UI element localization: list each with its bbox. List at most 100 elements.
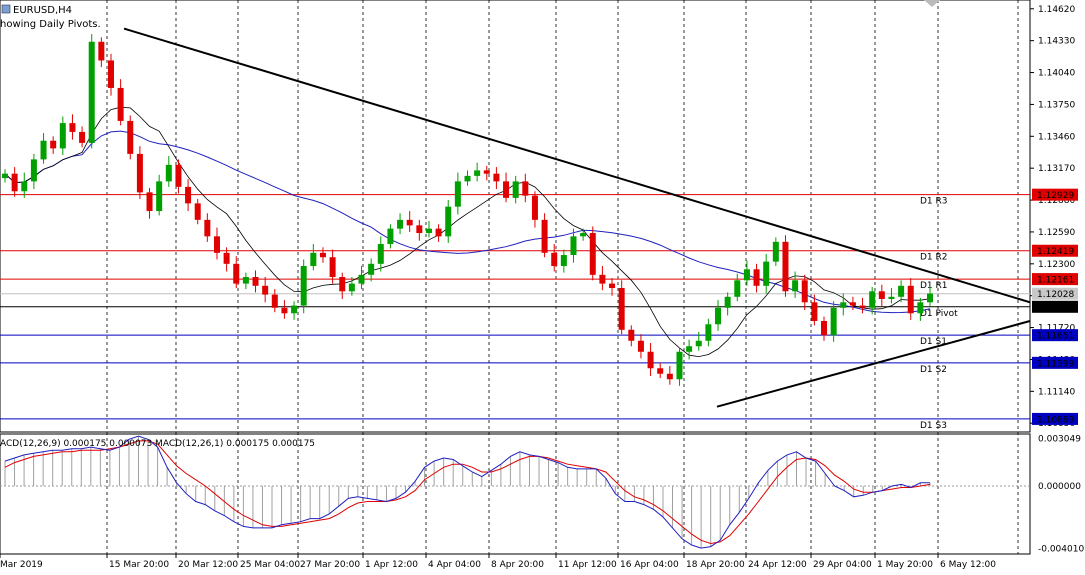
slow-ma-line bbox=[4, 130, 931, 314]
time-tick-label: 24 Apr 12:00 bbox=[748, 560, 807, 570]
bull-candle bbox=[291, 305, 298, 314]
time-axis: Mar 2019 15 Mar 20:00 20 Mar 12:00 25 Mar 0… bbox=[0, 554, 996, 570]
symbol-icon bbox=[1, 4, 11, 14]
bull-candle bbox=[917, 302, 924, 314]
pivot-label: D1 R1 bbox=[920, 281, 948, 291]
bear-candle bbox=[599, 274, 606, 284]
bear-candle bbox=[782, 241, 789, 292]
bull-candle bbox=[695, 340, 702, 347]
pivot-label: D1 S1 bbox=[920, 337, 947, 347]
bear-candle bbox=[666, 373, 673, 380]
price-tick-label: 1.14620 bbox=[1038, 5, 1075, 15]
bear-candle bbox=[117, 87, 124, 121]
bear-candle bbox=[531, 195, 538, 220]
scroll-arrow-icon[interactable] bbox=[924, 0, 940, 7]
trendlines[interactable] bbox=[123, 27, 1031, 408]
current-price-label: 1.12028 bbox=[1037, 290, 1074, 300]
bear-candle bbox=[175, 164, 182, 187]
bear-candle bbox=[281, 307, 288, 314]
price-tick-label: 1.13170 bbox=[1038, 164, 1075, 174]
bull-candle bbox=[454, 181, 461, 207]
rising-support-trendline[interactable] bbox=[716, 320, 1031, 408]
bull-candle bbox=[30, 159, 37, 182]
price-tick-label: 1.12590 bbox=[1038, 228, 1075, 238]
bear-candle bbox=[647, 351, 654, 369]
price-tick-label: 1.13460 bbox=[1038, 132, 1075, 142]
bear-candle bbox=[541, 219, 548, 253]
bull-candle bbox=[705, 324, 712, 341]
fast-ma-line bbox=[4, 106, 931, 358]
price-tick-label: 1.13750 bbox=[1038, 100, 1075, 110]
bear-candle bbox=[811, 302, 818, 321]
bear-candle bbox=[262, 285, 269, 295]
bear-candle bbox=[252, 277, 259, 286]
price-tag bbox=[1032, 356, 1078, 369]
bear-candle bbox=[859, 305, 866, 308]
time-tick-label: 6 May 12:00 bbox=[940, 560, 996, 570]
bear-candle bbox=[233, 263, 240, 284]
price-tick-label: 1.11140 bbox=[1038, 387, 1075, 397]
bull-candle bbox=[377, 244, 384, 264]
bull-candle bbox=[300, 266, 307, 306]
pivot-label: D1 R2 bbox=[920, 253, 948, 263]
bear-candle bbox=[416, 225, 423, 234]
bear-candle bbox=[319, 252, 326, 258]
bear-candle bbox=[753, 269, 760, 286]
price-tag bbox=[1032, 329, 1078, 342]
bull-candle bbox=[715, 307, 722, 325]
bull-candle bbox=[772, 241, 779, 262]
bull-candle bbox=[310, 252, 317, 267]
bull-candle bbox=[792, 280, 799, 292]
bear-candle bbox=[223, 252, 230, 264]
bull-candle bbox=[474, 170, 481, 176]
time-tick-label: 1 Apr 12:00 bbox=[365, 560, 418, 570]
bear-candle bbox=[801, 280, 808, 303]
bull-candle bbox=[348, 283, 355, 292]
macd-signal-line bbox=[4, 440, 931, 545]
bull-candle bbox=[242, 277, 249, 284]
bull-candle bbox=[387, 228, 394, 245]
pivot-label: D1 Pivot bbox=[920, 309, 958, 319]
pivot-levels: D1 R3 D1 R2 D1 R1 D1 Pivot D1 S1 D1 S2 D1 S3 bbox=[0, 194, 1030, 431]
bull-candle bbox=[898, 285, 905, 297]
macd-tick-label: -0.004010 bbox=[1038, 544, 1084, 554]
bull-candle bbox=[165, 164, 172, 182]
bear-candle bbox=[194, 203, 201, 220]
vertical-gridlines bbox=[106, 0, 1019, 554]
bull-candle bbox=[59, 123, 66, 149]
bull-candle bbox=[445, 206, 452, 237]
bull-candle bbox=[743, 269, 750, 281]
bear-candle bbox=[204, 219, 211, 237]
price-tag-label: 1.12419 bbox=[1037, 247, 1074, 257]
bull-candle bbox=[724, 296, 731, 308]
bull-candle bbox=[676, 351, 683, 380]
bull-candle bbox=[397, 219, 404, 229]
time-tick-label: 25 Mar 04:00 bbox=[240, 560, 300, 570]
bull-candle bbox=[156, 181, 163, 212]
time-tick-label: 20 Mar 12:00 bbox=[178, 560, 238, 570]
bull-candle bbox=[686, 346, 693, 352]
pivot-label: D1 S2 bbox=[920, 365, 947, 375]
bull-candle bbox=[840, 302, 847, 308]
price-tag bbox=[1032, 300, 1078, 313]
price-tag-label: 1.10889 bbox=[1037, 415, 1074, 425]
bear-candle bbox=[618, 288, 625, 330]
bull-candle bbox=[734, 280, 741, 297]
price-tag-label: 1.12929 bbox=[1037, 191, 1074, 201]
bull-candle bbox=[512, 181, 519, 198]
bear-candle bbox=[628, 329, 635, 341]
bear-candle bbox=[878, 291, 885, 299]
bear-candle bbox=[609, 283, 616, 288]
bull-candle bbox=[88, 41, 95, 143]
symbol-title: EURUSD,H4 bbox=[13, 5, 72, 16]
price-tick-label: 1.12300 bbox=[1038, 260, 1075, 270]
candlesticks bbox=[2, 34, 933, 386]
bull-candle bbox=[21, 181, 28, 192]
bull-candle bbox=[2, 173, 8, 179]
macd-tick-label: 0.003049 bbox=[1038, 435, 1081, 445]
falling-resistance-trendline[interactable] bbox=[123, 27, 1031, 304]
bear-candle bbox=[98, 41, 105, 61]
macd-label: ACD(12,26,9) 0.000175 0.000073 MACD(12,2… bbox=[0, 439, 315, 449]
bear-candle bbox=[493, 173, 500, 182]
